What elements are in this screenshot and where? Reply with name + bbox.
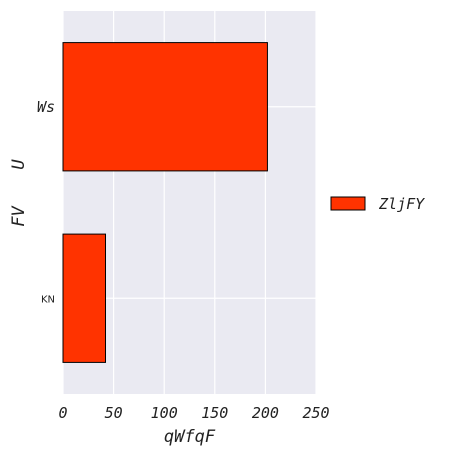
legend-swatch [330, 196, 366, 211]
x-tick-label: 0 [58, 404, 67, 422]
y-axis-ticks: Ws KN [37, 98, 55, 306]
y-tick-label: KN [41, 294, 55, 305]
x-axis-ticks: 0 50 100 150 200 250 [58, 404, 329, 422]
y-axis-label-line-2: U [9, 159, 29, 170]
x-axis-label: qWfqF [164, 427, 216, 447]
bars-group [62, 42, 268, 363]
legend-label: ZljFY [378, 195, 425, 213]
legend: ZljFY [330, 195, 425, 213]
bar-Ws [62, 42, 268, 172]
x-tick-label: 100 [151, 404, 178, 422]
x-tick-label: 200 [252, 404, 279, 422]
bar-KN [62, 233, 107, 363]
y-tick-label: Ws [37, 98, 55, 116]
x-tick-label: 50 [105, 404, 123, 422]
y-axis-label-line-1: FV [9, 206, 29, 227]
x-tick-label: 250 [302, 404, 329, 422]
x-tick-label: 150 [201, 404, 228, 422]
